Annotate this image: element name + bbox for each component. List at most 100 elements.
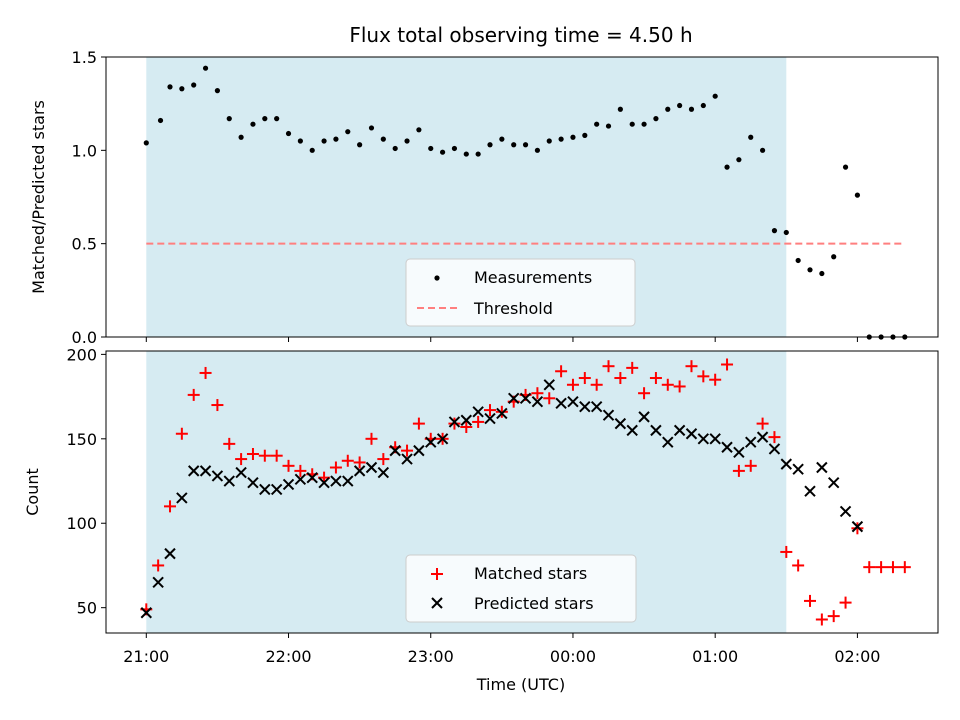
measurement-point — [546, 138, 552, 144]
matched-star-point — [851, 522, 864, 535]
measurement-point — [439, 149, 446, 155]
matched-star-point — [543, 392, 556, 405]
predicted-star-point — [650, 424, 662, 437]
predicted-star-point — [270, 483, 283, 496]
matched-star-point — [495, 405, 508, 418]
measurement-point — [534, 147, 541, 153]
matched-star-point — [270, 449, 283, 462]
predicted-star-point — [152, 576, 164, 589]
predicted-star-point — [377, 466, 390, 479]
matched-star-point — [258, 449, 271, 462]
predicted-star-point — [543, 379, 555, 391]
predicted-star-point — [247, 477, 259, 489]
predicted-star-point — [662, 436, 674, 448]
matched-star-point — [448, 417, 461, 430]
legend-matched-label: Matched stars — [474, 564, 587, 583]
predicted-star-point — [792, 463, 804, 475]
measurement-point — [191, 82, 197, 88]
matched-star-point — [211, 399, 224, 412]
matched-star-point — [164, 500, 176, 513]
measurement-point — [511, 142, 517, 148]
matched-star-point — [175, 427, 188, 440]
measurement-point — [617, 106, 623, 112]
x-tick-label: 02:00 — [834, 647, 880, 666]
predicted-star-point — [756, 431, 769, 443]
measurement-point — [451, 145, 458, 152]
top-y-tick-label: 0.0 — [72, 328, 97, 347]
predicted-star-point — [567, 395, 579, 408]
measurement-point — [380, 136, 386, 142]
predicted-star-point — [697, 433, 710, 445]
matched-star-point — [697, 370, 710, 383]
predicted-star-point — [187, 465, 200, 477]
predicted-star-point — [519, 392, 532, 404]
bottom-legend: Matched stars Predicted stars — [405, 554, 637, 623]
legend-predicted-marker — [431, 597, 443, 609]
matched-star-point — [685, 360, 698, 373]
matched-star-point — [875, 561, 888, 574]
matched-star-point — [815, 613, 828, 626]
matched-star-point — [602, 360, 615, 373]
x-tick-label: 21:00 — [123, 647, 169, 666]
matched-star-point — [377, 453, 390, 466]
matched-star-point — [792, 559, 805, 572]
measurement-point — [262, 116, 268, 122]
measurement-point — [795, 257, 801, 264]
matched-star-point — [282, 459, 295, 472]
bottom-panel: 50 100 150 200 21:00 22:00 23:00 00:00 01:00 02:0… — [23, 345, 939, 694]
measurement-point — [831, 254, 837, 260]
predicted-star-point — [436, 433, 449, 445]
matched-star-point — [341, 454, 354, 467]
matched-star-point — [353, 456, 366, 469]
predicted-star-point — [401, 453, 413, 465]
bottom-axes-frame — [105, 350, 939, 634]
predicted-star-point — [496, 407, 508, 420]
predicted-star-point — [259, 483, 271, 496]
predicted-star-point — [211, 470, 224, 482]
predicted-star-point — [638, 411, 650, 423]
matched-star-point — [709, 373, 722, 386]
measurement-point — [226, 116, 232, 122]
matched-star-point — [898, 561, 911, 574]
measurement-point — [404, 138, 410, 144]
predicted-star-point — [839, 505, 852, 518]
matched-star-point — [863, 561, 876, 574]
matched-star-point — [721, 358, 734, 371]
measurement-point — [428, 145, 434, 152]
predicted-star-point — [804, 485, 816, 497]
predicted-star-point — [330, 475, 342, 487]
matched-star-point — [294, 464, 307, 477]
bottom-marks — [140, 358, 911, 626]
matched-star-point — [531, 387, 544, 400]
measurement-point — [558, 136, 564, 142]
bottom-y-axis-label: Count — [23, 468, 42, 516]
measurement-point — [333, 136, 339, 142]
legend-predicted-label: Predicted stars — [474, 594, 594, 613]
measurement-point — [285, 130, 292, 137]
predicted-star-point — [851, 520, 864, 533]
predicted-star-point — [164, 547, 176, 560]
x-tick-label: 01:00 — [692, 647, 738, 666]
matched-star-point — [472, 415, 485, 428]
measurement-point — [487, 142, 493, 148]
x-tick-label: 23:00 — [408, 647, 454, 666]
measurement-point — [605, 123, 612, 129]
measurement-point — [570, 134, 576, 140]
measurement-point — [819, 270, 825, 277]
matched-star-point — [649, 372, 662, 385]
matched-star-point — [614, 372, 627, 385]
predicted-star-point — [176, 492, 188, 504]
measurement-point — [250, 121, 256, 127]
measurement-point — [321, 138, 327, 144]
top-y-tick-label: 1.0 — [72, 141, 97, 160]
top-axes-frame — [105, 56, 939, 338]
predicted-star-point — [733, 446, 745, 459]
measurement-point — [392, 145, 398, 152]
matched-star-point — [152, 559, 165, 572]
matched-star-point — [460, 420, 473, 433]
measurement-point — [345, 129, 351, 135]
predicted-star-point — [199, 465, 212, 477]
bottom-ticks: 50 100 150 200 21:00 22:00 23:00 00:00 01:00 02:0… — [66, 345, 880, 666]
predicted-star-point — [140, 607, 153, 619]
